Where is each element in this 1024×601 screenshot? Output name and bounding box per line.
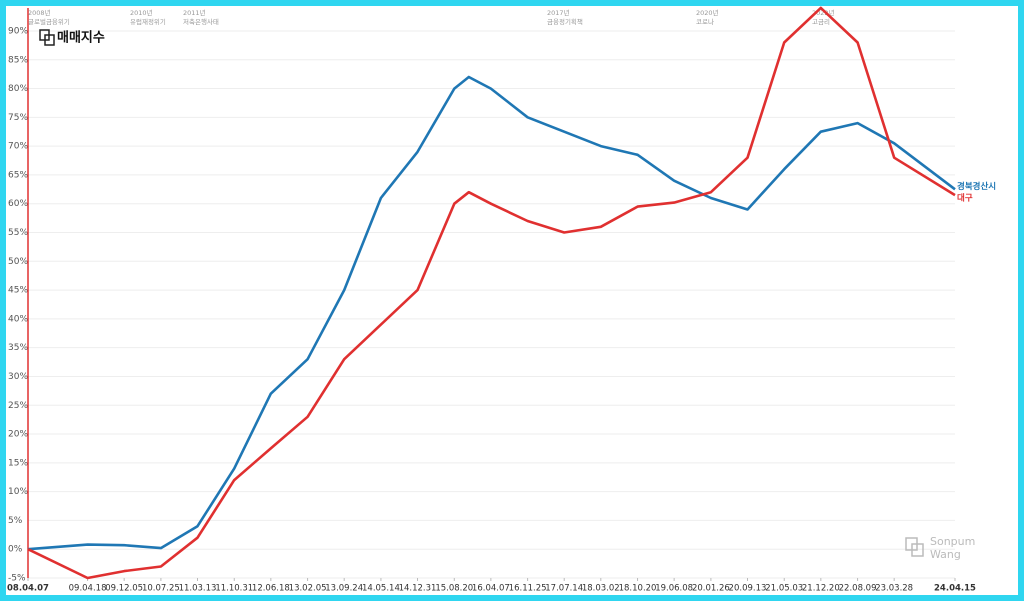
annotation: 2008년 xyxy=(28,8,51,17)
x-tick-label: 21.05.03 xyxy=(765,584,803,594)
logo-icon xyxy=(44,34,55,46)
annotation: 2011년 xyxy=(183,8,206,17)
x-tick-label: 19.06.08 xyxy=(655,584,693,594)
line-series xyxy=(27,6,956,580)
y-tick-label: 5% xyxy=(8,516,23,526)
y-tick-label: -5% xyxy=(8,574,26,584)
x-tick-label: 24.04.15 xyxy=(934,584,976,594)
x-tick-label: 21.12.20 xyxy=(802,584,840,594)
y-tick-label: 70% xyxy=(8,142,28,152)
annotation: 고금리 xyxy=(812,17,830,26)
y-tick-label: 0% xyxy=(8,545,23,555)
x-tick-label: 20.09.13 xyxy=(729,584,767,594)
logo: 매매지수 xyxy=(39,29,105,46)
x-tick-label: 14.12.31 xyxy=(399,584,437,594)
x-tick-label: 12.06.18 xyxy=(252,584,290,594)
x-tick-label: 09.12.05 xyxy=(105,584,143,594)
y-tick-label: 90% xyxy=(8,26,28,36)
y-tick-label: 60% xyxy=(8,199,28,209)
series-label: 대구 xyxy=(957,193,973,204)
watermark-icon xyxy=(911,543,924,557)
annotation: 2022년 xyxy=(812,8,835,17)
y-tick-label: 75% xyxy=(8,113,28,123)
annotation: 글로벌금융위기 xyxy=(28,17,70,26)
x-tick-label: 23.03.28 xyxy=(875,584,913,594)
watermark: Wang xyxy=(930,548,961,561)
x-tick-label: 11.10.31 xyxy=(215,584,253,594)
annotation: 저축은행사태 xyxy=(183,17,219,26)
y-tick-label: 25% xyxy=(8,401,28,411)
x-tick-label: 13.02.05 xyxy=(289,584,327,594)
annotation: 유럽재정위기 xyxy=(130,17,166,26)
y-tick-label: 80% xyxy=(8,84,28,94)
x-tick-label: 13.09.24 xyxy=(325,584,363,594)
x-tick-label: 15.08.20 xyxy=(435,584,473,594)
x-tick-label: 18.03.02 xyxy=(582,584,620,594)
annotation: 금융정기획책 xyxy=(547,17,583,26)
y-tick-label: 65% xyxy=(8,170,28,180)
line-series xyxy=(27,75,956,551)
x-tick-label: 18.10.20 xyxy=(619,584,657,594)
annotation: 2020년 xyxy=(696,8,719,17)
x-tick-label: 09.04.18 xyxy=(69,584,107,594)
annotation: 2010년 xyxy=(130,8,153,17)
x-tick-label: 20.01.26 xyxy=(692,584,730,594)
watermark: Sonpum xyxy=(930,535,975,548)
y-tick-label: 85% xyxy=(8,55,28,65)
x-tick-label: 08.04.07 xyxy=(7,584,49,594)
y-tick-label: 40% xyxy=(8,314,28,324)
x-tick-label: 14.05.14 xyxy=(362,584,400,594)
series-label: 경북경산시 xyxy=(957,181,996,192)
logo-text: 매매지수 xyxy=(57,31,105,46)
x-tick-label: 16.11.25 xyxy=(509,584,547,594)
x-tick-label: 10.07.25 xyxy=(142,584,180,594)
y-tick-label: 35% xyxy=(8,343,28,353)
x-tick-label: 16.04.07 xyxy=(472,584,510,594)
y-tick-label: 20% xyxy=(8,430,28,440)
y-tick-label: 55% xyxy=(8,228,28,238)
x-tick-label: 17.07.14 xyxy=(545,584,583,594)
y-tick-label: 30% xyxy=(8,372,28,382)
y-tick-label: 15% xyxy=(8,458,28,468)
y-tick-label: 10% xyxy=(8,487,28,497)
y-tick-label: 45% xyxy=(8,286,28,296)
annotation: 2017년 xyxy=(547,8,570,17)
x-tick-label: 22.08.09 xyxy=(839,584,877,594)
x-tick-label: 11.03.13 xyxy=(179,584,217,594)
annotation: 코로나 xyxy=(696,17,714,26)
y-tick-label: 50% xyxy=(8,257,28,267)
